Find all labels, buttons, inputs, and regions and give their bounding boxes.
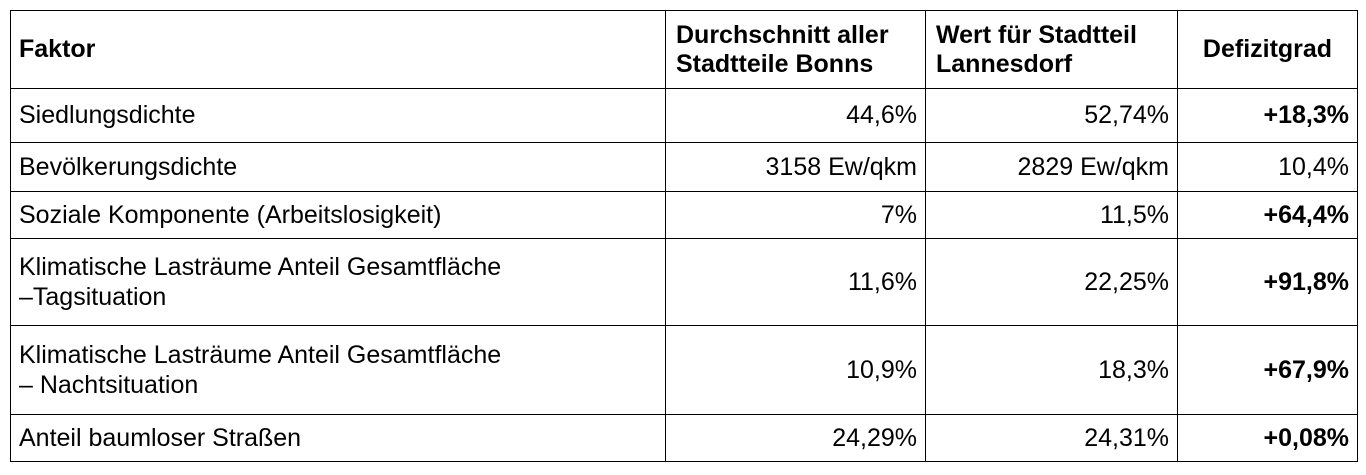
district-value: 22,25% [1084, 267, 1169, 296]
average-cell: 11,6% [665, 237, 926, 326]
table-row: Klimatische Lasträume Anteil Gesamtfläch… [10, 237, 1358, 326]
deficit-cell: +0,08% [1177, 414, 1358, 462]
table-header-row: Faktor Durchschnitt aller Stadtteile Bon… [10, 10, 1358, 89]
factor-cell: Klimatische Lasträume Anteil Gesamtfläch… [10, 324, 666, 416]
value-cell: 24,31% [925, 414, 1178, 462]
factor-cell: Soziale Komponente (Arbeitslosigkeit) [10, 191, 666, 239]
average-cell: 44,6% [665, 88, 926, 143]
header-deficit-label: Defizitgrad [1202, 35, 1333, 63]
average-value: 7% [880, 201, 917, 230]
table-row: Bevölkerungsdichte 3158 Ew/qkm 2829 Ew/q… [10, 141, 1358, 193]
deficit-value: 10,4% [1278, 153, 1349, 182]
header-value: Wert für Stadtteil Lannesdorf [925, 10, 1178, 89]
deficit-value: +64,4% [1263, 201, 1350, 230]
value-cell: 18,3% [925, 324, 1178, 416]
factor-label: Soziale Komponente (Arbeitslosigkeit) [19, 201, 442, 230]
header-deficit: Defizitgrad [1177, 10, 1358, 89]
factor-cell: Bevölkerungsdichte [10, 141, 666, 193]
average-cell: 3158 Ew/qkm [665, 141, 926, 193]
table-container: Faktor Durchschnitt aller Stadtteile Bon… [10, 10, 1358, 462]
header-factor-label: Faktor [19, 35, 96, 63]
factor-label-line2: – Nachtsituation [19, 371, 199, 400]
table-row: Anteil baumloser Straßen 24,29% 24,31% +… [10, 414, 1358, 462]
deficit-cell: +64,4% [1177, 191, 1358, 239]
factor-cell: Siedlungsdichte [10, 88, 666, 143]
deficit-value: +91,8% [1263, 267, 1350, 296]
average-value: 10,9% [846, 356, 917, 385]
value-cell: 11,5% [925, 191, 1178, 239]
average-cell: 24,29% [665, 414, 926, 462]
factor-label-line2: –Tagsituation [19, 282, 167, 311]
average-value: 11,6% [847, 267, 917, 296]
deficit-cell: +67,9% [1177, 324, 1358, 416]
table-row: Klimatische Lasträume Anteil Gesamtfläch… [10, 324, 1358, 416]
factor-cell: Klimatische Lasträume Anteil Gesamtfläch… [10, 237, 666, 326]
deficit-value: +18,3% [1263, 101, 1350, 130]
factor-table: Faktor Durchschnitt aller Stadtteile Bon… [10, 10, 1358, 462]
header-average-line1: Durchschnitt aller [676, 20, 889, 49]
header-factor: Faktor [10, 10, 666, 89]
header-value-line2: Lannesdorf [936, 49, 1073, 78]
district-value: 11,5% [1099, 201, 1169, 230]
average-value: 24,29% [832, 424, 917, 453]
factor-label: Anteil baumloser Straßen [19, 424, 302, 453]
average-cell: 7% [665, 191, 926, 239]
factor-label: Klimatische Lasträume Anteil Gesamtfläch… [19, 252, 502, 281]
average-value: 44,6% [846, 101, 917, 130]
district-value: 2829 Ew/qkm [1017, 153, 1169, 182]
district-value: 24,31% [1084, 424, 1169, 453]
value-cell: 22,25% [925, 237, 1178, 326]
header-value-line1: Wert für Stadtteil [936, 20, 1137, 49]
deficit-cell: +18,3% [1177, 88, 1358, 143]
table-row: Siedlungsdichte 44,6% 52,74% +18,3% [10, 88, 1358, 143]
value-cell: 2829 Ew/qkm [925, 141, 1178, 193]
header-average: Durchschnitt aller Stadtteile Bonns [665, 10, 926, 89]
average-value: 3158 Ew/qkm [765, 153, 917, 182]
header-average-line2: Stadtteile Bonns [676, 49, 874, 78]
factor-label: Siedlungsdichte [19, 101, 196, 130]
deficit-value: +0,08% [1263, 424, 1350, 453]
factor-label: Klimatische Lasträume Anteil Gesamtfläch… [19, 341, 502, 370]
factor-label: Bevölkerungsdichte [19, 153, 238, 182]
district-value: 18,3% [1098, 356, 1169, 385]
district-value: 52,74% [1084, 101, 1169, 130]
table-row: Soziale Komponente (Arbeitslosigkeit) 7%… [10, 191, 1358, 239]
factor-cell: Anteil baumloser Straßen [10, 414, 666, 462]
average-cell: 10,9% [665, 324, 926, 416]
deficit-cell: +91,8% [1177, 237, 1358, 326]
deficit-cell: 10,4% [1177, 141, 1358, 193]
value-cell: 52,74% [925, 88, 1178, 143]
deficit-value: +67,9% [1263, 356, 1350, 385]
